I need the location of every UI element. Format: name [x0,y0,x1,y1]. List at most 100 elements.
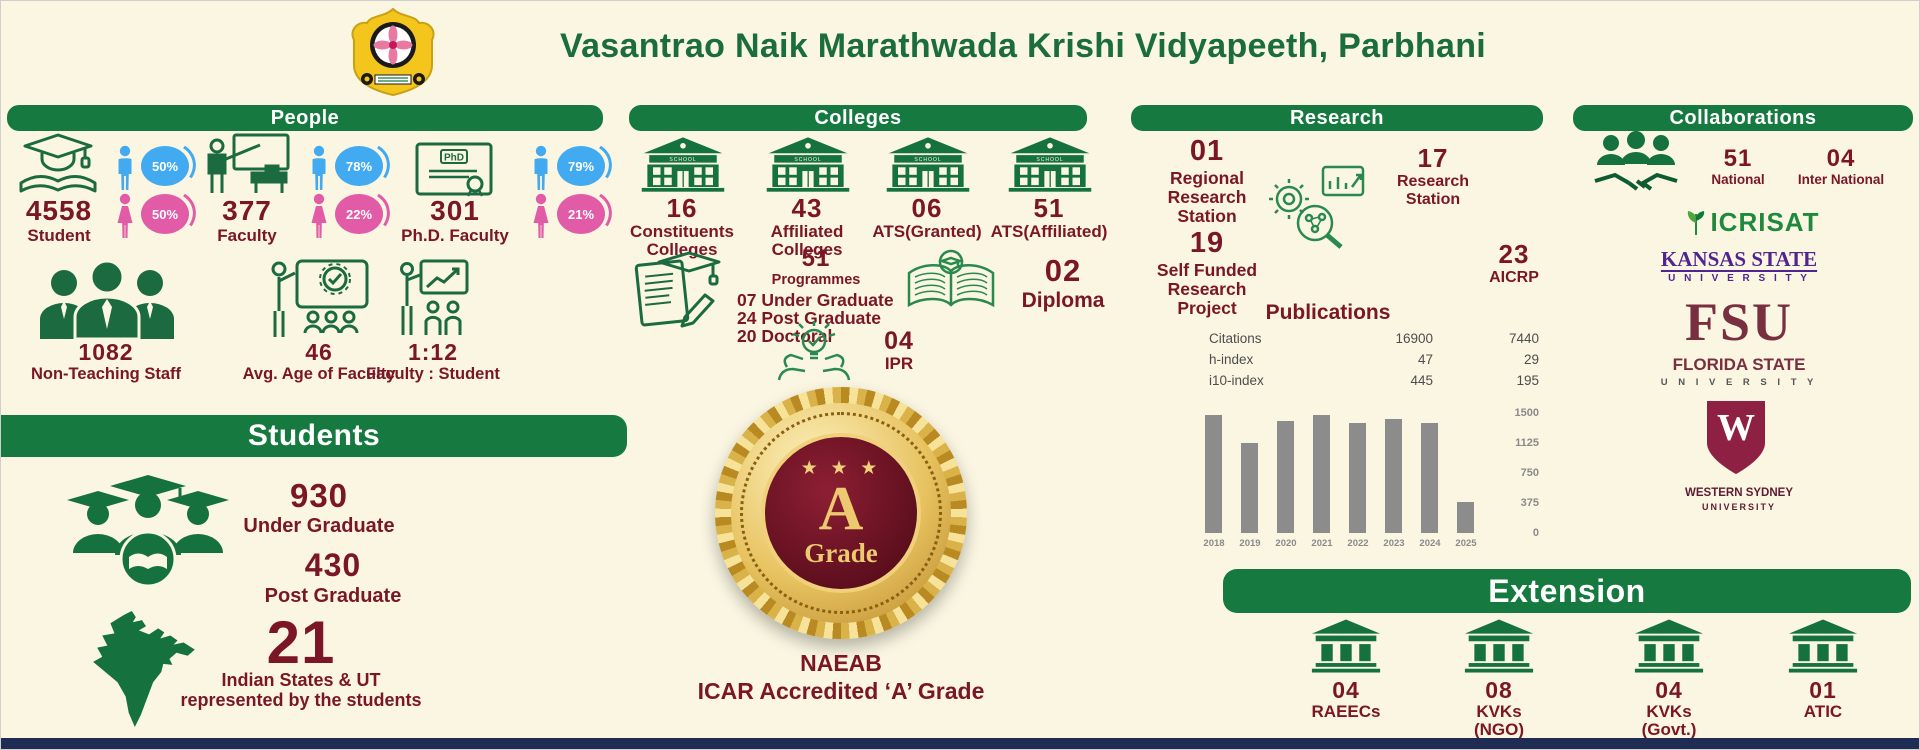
programmes-item-pg: 24 Post Graduate [737,308,881,328]
under-graduate-count: 930 [289,477,349,514]
ats-granted-label: ATS(Granted) [872,222,982,241]
diploma-count: 02 [1044,253,1082,288]
regional-line2: Research [1167,187,1247,207]
ipr-count: 04 [884,327,914,355]
publication-bar-2019 [1241,443,1258,533]
kansas-state-logo: KANSAS STATE [1660,247,1818,271]
ats-affiliated-count: 51 [1033,193,1065,223]
ratio-value: 1:12 [407,339,459,365]
fsu-university-word: U N I V E R S I T Y [1660,377,1818,388]
self-funded-line2: Research [1167,279,1247,299]
university-logo [351,7,435,97]
programmes-label: Programmes [771,272,861,288]
a-grade-badge: ★ ★ ★ A Grade [715,387,967,639]
phd-certificate-icon: PhD [415,142,493,197]
school-building-icon: SCHOOL [886,137,970,192]
publication-bar-2023 [1385,419,1402,533]
pub-row-label: h-index [1209,352,1254,367]
affiliated-count: 43 [791,193,823,223]
graduates-group-icon [67,475,229,587]
school-sign: SCHOOL [914,157,941,163]
school-sign: SCHOOL [1036,157,1063,163]
programmes-item-ug: 07 Under Graduate [737,290,894,310]
faculty-label: Faculty [217,226,277,245]
regional-line1: Regional [1170,168,1244,188]
western-sydney-shield-icon: W [1707,401,1765,474]
research-header: Research [1131,105,1543,131]
school-building-icon: SCHOOL [1008,137,1092,192]
avg-age-value: 46 [305,339,333,365]
international-count: 04 [1826,145,1856,172]
wsu-university-word: UNIVERSITY [1701,502,1776,512]
icrisat-name: ICRISAT [1710,207,1820,237]
publication-bar-2021 [1313,415,1330,533]
faculty-student-ratio-icon [400,259,469,335]
pub-row-label: i10-index [1209,373,1264,388]
female-icon [533,193,549,238]
research-station-line1: Research [1396,173,1470,190]
aicrp-label: AICRP [1489,269,1539,286]
publications-bars: 2018 2019 2020 2021 2022 2023 2024 2025 [1203,413,1487,549]
student-female-pct: 50% [141,194,189,234]
student-count: 4558 [25,195,93,226]
diploma-book-icon [907,249,995,308]
pub-row-overall: 47 [1417,352,1433,367]
student-label: Student [27,226,91,245]
colleges-header: Colleges [629,105,1087,131]
constituent-line1: Constituents [630,222,734,241]
icrisat-leaf-icon [1688,210,1705,235]
extension-header: Extension [1223,569,1911,613]
self-funded-line3: Project [1177,298,1237,318]
raeec-label: RAEECs [1311,702,1381,721]
kvk-govt-label1: KVKs [1646,702,1692,721]
icar-accredited-line: ICAR Accredited ‘A’ Grade [697,678,985,704]
fsu-logo: FSU [1684,292,1793,352]
national-count: 51 [1723,145,1753,172]
constituent-count: 16 [666,193,698,223]
publication-bar-2018 [1205,415,1222,533]
ratio-label: Faculty : Student [366,365,500,383]
programmes-icon [634,251,721,328]
x-tick-label: 2021 [1311,538,1333,549]
phd-male-pct: 79% [557,146,605,186]
avg-age-label: Avg. Age of Faculty [242,365,396,383]
bank-building-icon [1464,619,1534,673]
diploma-label: Diploma [1021,289,1105,312]
kvk-ngo-label2: (NGO) [1473,720,1525,739]
icrisat-logo: ICRISAT [1673,207,1833,238]
badge-grade-letter: A [818,475,864,544]
research-gears-icon [1269,165,1365,249]
faculty-count: 377 [222,195,272,226]
x-tick-label: 2025 [1455,538,1477,549]
phd-faculty-label: Ph.D. Faculty [401,226,509,245]
publication-bar-2024 [1421,423,1438,533]
ipr-idea-hands-icon [777,321,851,381]
self-funded-count: 19 [1189,227,1225,259]
kansas-university-word: U N I V E R S I T Y [1668,273,1810,284]
male-icon [312,145,326,190]
graduate-student-icon [19,133,97,193]
publications-yticks: 1500 1125 750 375 0 [1493,407,1539,539]
regional-station-count: 01 [1189,135,1225,167]
badge-core: ★ ★ ★ A Grade [761,433,921,593]
collaboration-handshake-icon [1594,131,1678,191]
badge-grade-word: Grade [804,537,878,568]
post-graduate-count: 430 [304,547,362,583]
student-male-pct: 50% [141,146,189,186]
phd-badge-text: PhD [444,153,464,164]
constituent-line2: Colleges [646,240,718,259]
x-tick-label: 2018 [1203,538,1225,549]
collaborations-header: Collaborations [1573,105,1913,131]
x-tick-label: 2019 [1239,538,1261,549]
pub-row-recent: 7440 [1508,331,1539,346]
y-tick-label: 750 [1520,467,1539,479]
raeec-count: 04 [1332,677,1360,703]
affiliated-line1: Affiliated [770,222,844,241]
phd-faculty-count: 301 [430,195,480,226]
aicrp-count: 23 [1498,239,1530,269]
male-icon [118,145,132,190]
bank-building-icon [1634,619,1704,673]
ats-granted-count: 06 [911,193,943,223]
faculty-teacher-icon [207,133,290,193]
